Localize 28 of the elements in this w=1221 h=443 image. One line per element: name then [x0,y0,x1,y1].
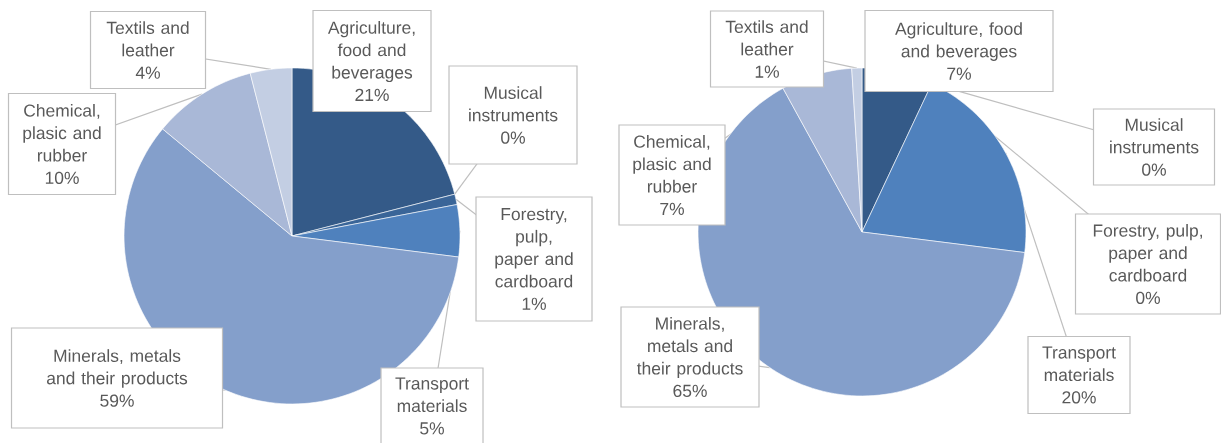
slice-label: Transport materials [1042,346,1116,382]
slice-label: Chemical, plasic and rubber [633,134,711,193]
data-label: 20% [1062,391,1096,404]
text: 0% [1136,291,1160,305]
data-label: 21% [355,88,389,101]
category-label: Musical instruments [1110,118,1199,154]
data-label: 1% [755,65,779,78]
text: 0% [501,131,525,144]
category-label: Musical instruments [469,86,558,122]
slice-label: Textils and leather [725,20,808,56]
slice-label: Chemical, plasic and rubber [23,103,101,162]
category-label: Forestry, pulp, paper and cardboard [1093,223,1202,282]
data-label: 65% [673,384,707,398]
slice-label: Transport materials [395,377,469,413]
data-label: 5% [420,422,444,435]
slice-label: Textils and leather [106,21,189,57]
slice-label: Minerals, metals and their products [47,349,188,388]
text: 0% [1142,163,1166,176]
data-label: 10% [45,171,79,185]
slice-label: Agriculture, food and beverages [895,22,1022,61]
data-label: 7% [947,67,971,80]
slice-label: Forestry, pulp, paper and cardboard [495,208,573,288]
data-label: 7% [660,202,684,215]
data-label: 4% [135,66,160,79]
data-label: 59% [100,394,134,407]
slice-label: Agriculture, food and beverages [327,20,415,83]
data-label: 1% [522,297,546,310]
slice-label: Minerals, metals and their products [636,316,743,379]
